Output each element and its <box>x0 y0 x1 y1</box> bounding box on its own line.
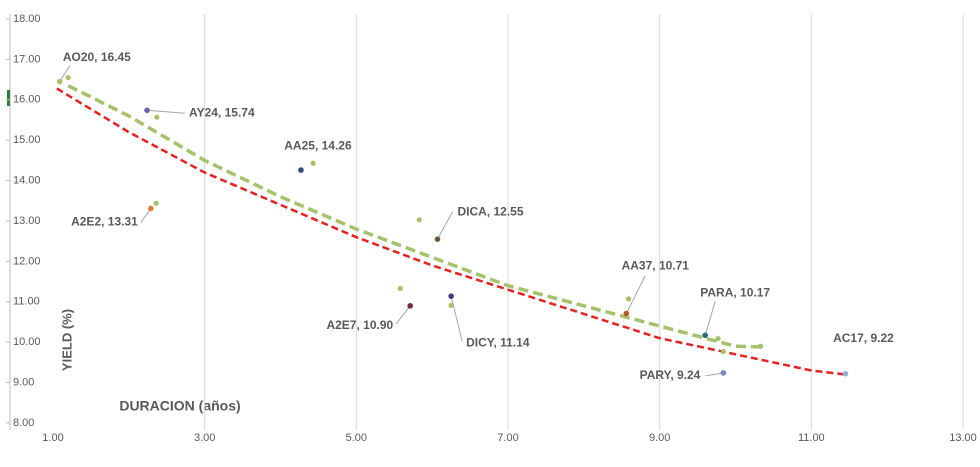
data-label: AA37, 10.71 <box>622 259 690 273</box>
point <box>57 78 63 85</box>
y-tick-label: 13.00 <box>13 215 41 227</box>
y-tick-label: 9.00 <box>13 377 34 389</box>
leader-line <box>704 301 716 336</box>
y-tick-label: 14.00 <box>13 175 41 187</box>
data-label: AC17, 9.22 <box>833 331 894 345</box>
leader-line <box>140 208 152 223</box>
point <box>715 335 721 342</box>
x-tick-label: 1.00 <box>42 432 63 444</box>
point <box>397 285 403 292</box>
leader-line <box>395 305 411 325</box>
y-tick-label: 11.00 <box>13 296 40 308</box>
trendline <box>56 87 846 376</box>
point <box>144 107 150 114</box>
x-tick-label: 3.00 <box>194 432 215 444</box>
point <box>416 217 422 223</box>
data-label: AA25, 14.26 <box>284 138 352 152</box>
leader-line <box>437 211 453 240</box>
y-tick-label: 15.00 <box>13 134 41 146</box>
point <box>625 296 632 302</box>
point <box>448 302 454 309</box>
point <box>842 370 849 377</box>
point <box>434 236 441 242</box>
data-label: PARA, 10.17 <box>700 286 770 300</box>
point <box>153 200 159 206</box>
point <box>310 160 316 166</box>
trendline <box>67 84 766 349</box>
point <box>65 74 71 81</box>
x-tick-label: 7.00 <box>497 432 518 444</box>
point <box>702 332 708 339</box>
data-label: AO20, 16.45 <box>63 50 131 64</box>
y-tick-label: 10.00 <box>13 336 41 348</box>
data-label: A2E2, 13.31 <box>71 215 138 229</box>
data-label: DICA, 12.55 <box>457 204 523 218</box>
leader-line <box>146 109 186 114</box>
x-tick-label: 13.00 <box>949 432 977 444</box>
point <box>148 205 154 212</box>
data-label: PARY, 9.24 <box>640 368 701 382</box>
leader-line <box>625 275 646 314</box>
leader-line <box>705 372 724 377</box>
leader-line <box>59 65 71 82</box>
leader-line <box>450 296 463 342</box>
point <box>154 114 160 120</box>
point <box>298 167 304 173</box>
y-tick-label: 18.00 <box>13 13 41 25</box>
point <box>623 310 630 317</box>
x-tick-label: 11.00 <box>798 432 825 444</box>
point <box>757 343 764 349</box>
data-label: A2E7, 10.90 <box>326 318 393 332</box>
point <box>407 303 413 309</box>
y-tick-label: 12.00 <box>13 255 41 267</box>
y-tick-label: 17.00 <box>13 53 41 65</box>
edge-marker <box>7 90 10 106</box>
point <box>720 348 726 355</box>
x-tick-label: 5.00 <box>346 432 367 444</box>
x-tick-label: 9.00 <box>649 432 670 444</box>
y-axis-label: YIELD (%) <box>59 309 74 371</box>
data-label: DICY, 11.14 <box>466 335 530 349</box>
y-tick-label: 8.00 <box>13 417 34 429</box>
data-label: AY24, 15.74 <box>189 105 255 119</box>
point <box>720 370 727 376</box>
x-axis-label: DURACION (años) <box>119 398 240 414</box>
point <box>448 293 454 299</box>
y-tick-label: 16.00 <box>13 94 41 106</box>
